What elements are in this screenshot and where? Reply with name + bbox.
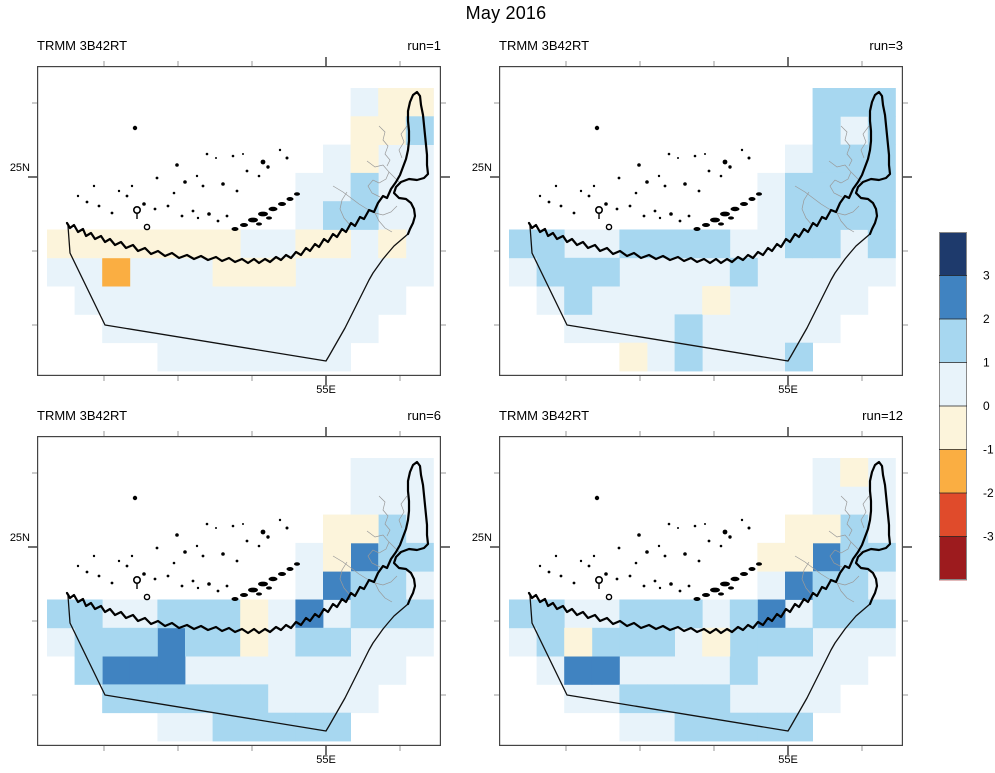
coastline — [65, 460, 430, 635]
x-tick-label: 55E — [316, 754, 336, 766]
panel-header: TRMM 3B42RT run=3 — [499, 38, 903, 53]
x-tick-label: 55E — [778, 754, 798, 766]
x-tick-label: 55E — [778, 384, 798, 396]
panel-run-6: TRMM 3B42RT run=6 25N 55E — [10, 408, 450, 773]
y-tick-label: 25N — [471, 162, 492, 174]
colorbar-tick-label: 1 — [983, 356, 990, 370]
y-tick-label: 25N — [9, 162, 30, 174]
axes-frame — [28, 427, 450, 755]
islands — [76, 125, 300, 231]
axes-frame — [490, 57, 912, 385]
map-run-1 — [28, 57, 450, 385]
run-label: run=12 — [862, 408, 903, 423]
x-tick-label: 55E — [316, 384, 336, 396]
islands — [538, 125, 762, 231]
dataset-label: TRMM 3B42RT — [37, 38, 128, 53]
colorbar-segment — [939, 536, 967, 581]
colorbar-svg: 3 2 1 0 -1 -2 -3 — [939, 232, 994, 581]
country-border — [67, 225, 409, 362]
axes-frame — [28, 57, 450, 385]
run-label: run=1 — [407, 38, 441, 53]
islands — [538, 495, 762, 601]
y-tick-label: 25N — [471, 532, 492, 544]
map-run-6 — [28, 427, 450, 755]
admin-boundaries — [332, 125, 408, 233]
panel-header: TRMM 3B42RT run=12 — [499, 408, 903, 423]
dataset-label: TRMM 3B42RT — [37, 408, 128, 423]
run-label: run=3 — [869, 38, 903, 53]
cells-layer — [509, 458, 896, 742]
map-run-12 — [490, 427, 912, 755]
panel-run-3: TRMM 3B42RT run=3 25N 55E — [472, 38, 912, 408]
panel-run-1: TRMM 3B42RT run=1 25N 55E — [10, 38, 450, 408]
colorbar-tick-label: -3 — [983, 530, 994, 544]
admin-boundaries — [794, 125, 870, 233]
panel-header: TRMM 3B42RT run=6 — [37, 408, 441, 423]
colorbar-tick-label: -2 — [983, 486, 994, 500]
admin-boundaries — [332, 495, 408, 603]
islands — [76, 495, 300, 601]
colorbar-tick-label: 3 — [983, 269, 990, 283]
country-border — [67, 595, 409, 732]
coastline — [527, 460, 892, 635]
cells-layer — [47, 88, 434, 372]
dataset-label: TRMM 3B42RT — [499, 38, 590, 53]
map-run-3 — [490, 57, 912, 385]
cells-layer — [47, 458, 434, 742]
run-label: run=6 — [407, 408, 441, 423]
coastline — [527, 90, 892, 265]
colorbar-segment — [939, 406, 967, 450]
country-border — [529, 225, 871, 362]
y-tick-label: 25N — [9, 532, 30, 544]
colorbar-segment — [939, 362, 967, 407]
coastline — [65, 90, 430, 265]
colorbar-segment — [939, 319, 967, 363]
colorbar-tick-label: -1 — [983, 443, 994, 457]
colorbar-segment — [939, 493, 967, 537]
colorbar-tick-label: 2 — [983, 312, 990, 326]
cells-layer — [509, 88, 896, 372]
panel-run-12: TRMM 3B42RT run=12 25N 55E — [472, 408, 912, 773]
colorbar-segment — [939, 449, 967, 494]
colorbar-labels: 3 2 1 0 -1 -2 -3 — [939, 269, 994, 544]
colorbar-segment — [939, 275, 967, 320]
colorbar-segment — [939, 232, 967, 276]
dataset-label: TRMM 3B42RT — [499, 408, 590, 423]
colorbar-segments — [939, 232, 967, 581]
colorbar-tick-label: 0 — [983, 399, 990, 413]
colorbar: 3 2 1 0 -1 -2 -3 — [939, 232, 994, 581]
country-border — [529, 595, 871, 732]
axes-frame — [490, 427, 912, 755]
admin-boundaries — [794, 495, 870, 603]
panel-header: TRMM 3B42RT run=1 — [37, 38, 441, 53]
figure-title: May 2016 — [465, 3, 547, 23]
